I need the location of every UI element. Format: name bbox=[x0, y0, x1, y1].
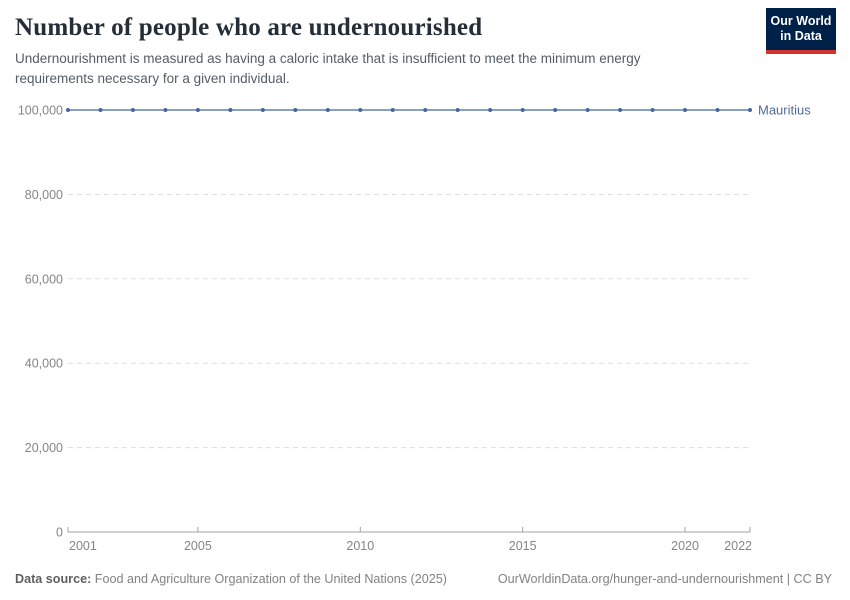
data-point[interactable] bbox=[66, 108, 70, 112]
data-point[interactable] bbox=[650, 108, 655, 112]
x-tick-label: 2005 bbox=[184, 539, 212, 553]
data-point[interactable] bbox=[683, 108, 688, 112]
data-point[interactable] bbox=[423, 108, 428, 112]
entity-label[interactable]: Mauritius bbox=[758, 103, 811, 118]
page-title: Number of people who are undernourished bbox=[15, 14, 483, 41]
data-point[interactable] bbox=[520, 108, 525, 112]
footer-citation-link[interactable]: OurWorldinData.org/hunger-and-undernouri… bbox=[497, 571, 832, 586]
x-tick-label: 2010 bbox=[346, 539, 374, 553]
y-tick-label: 100,000 bbox=[18, 104, 63, 118]
data-source-text: Food and Agriculture Organization of the… bbox=[91, 571, 447, 586]
owid-logo-line2: in Data bbox=[780, 29, 822, 44]
x-tick-label: 2015 bbox=[509, 539, 537, 553]
chart-header: Number of people who are undernourished … bbox=[15, 14, 740, 88]
data-point[interactable] bbox=[585, 108, 590, 112]
data-point[interactable] bbox=[293, 108, 298, 112]
data-point[interactable] bbox=[748, 108, 752, 112]
chart-subtitle: Undernourishment is measured as having a… bbox=[15, 51, 641, 86]
owid-logo: Our World in Data bbox=[766, 8, 836, 54]
y-tick-label: 40,000 bbox=[25, 357, 63, 371]
x-tick-label: 2001 bbox=[69, 539, 97, 553]
y-tick-label: 80,000 bbox=[25, 188, 63, 202]
x-tick-label: 2022 bbox=[724, 539, 752, 553]
y-tick-label: 0 bbox=[56, 526, 63, 540]
owid-logo-line1: Our World bbox=[770, 14, 832, 28]
data-point[interactable] bbox=[390, 108, 395, 112]
x-tick-label: 2020 bbox=[671, 539, 699, 553]
data-point[interactable] bbox=[260, 108, 265, 112]
data-source: Data source: Food and Agriculture Organi… bbox=[15, 571, 447, 587]
data-point[interactable] bbox=[325, 108, 330, 112]
data-point[interactable] bbox=[618, 108, 623, 112]
data-point[interactable] bbox=[715, 108, 720, 112]
data-source-label: Data source: bbox=[15, 571, 92, 586]
data-point[interactable] bbox=[488, 108, 493, 112]
data-point[interactable] bbox=[228, 108, 233, 112]
y-tick-label: 20,000 bbox=[25, 441, 63, 455]
data-point[interactable] bbox=[553, 108, 558, 112]
data-point[interactable] bbox=[163, 108, 168, 112]
chart-footer: Data source: Food and Agriculture Organi… bbox=[15, 571, 832, 587]
y-tick-label: 60,000 bbox=[25, 272, 63, 286]
data-point[interactable] bbox=[130, 108, 135, 112]
data-point[interactable] bbox=[195, 108, 200, 112]
data-point[interactable] bbox=[358, 108, 363, 112]
data-point[interactable] bbox=[455, 108, 460, 112]
data-point[interactable] bbox=[98, 108, 103, 112]
